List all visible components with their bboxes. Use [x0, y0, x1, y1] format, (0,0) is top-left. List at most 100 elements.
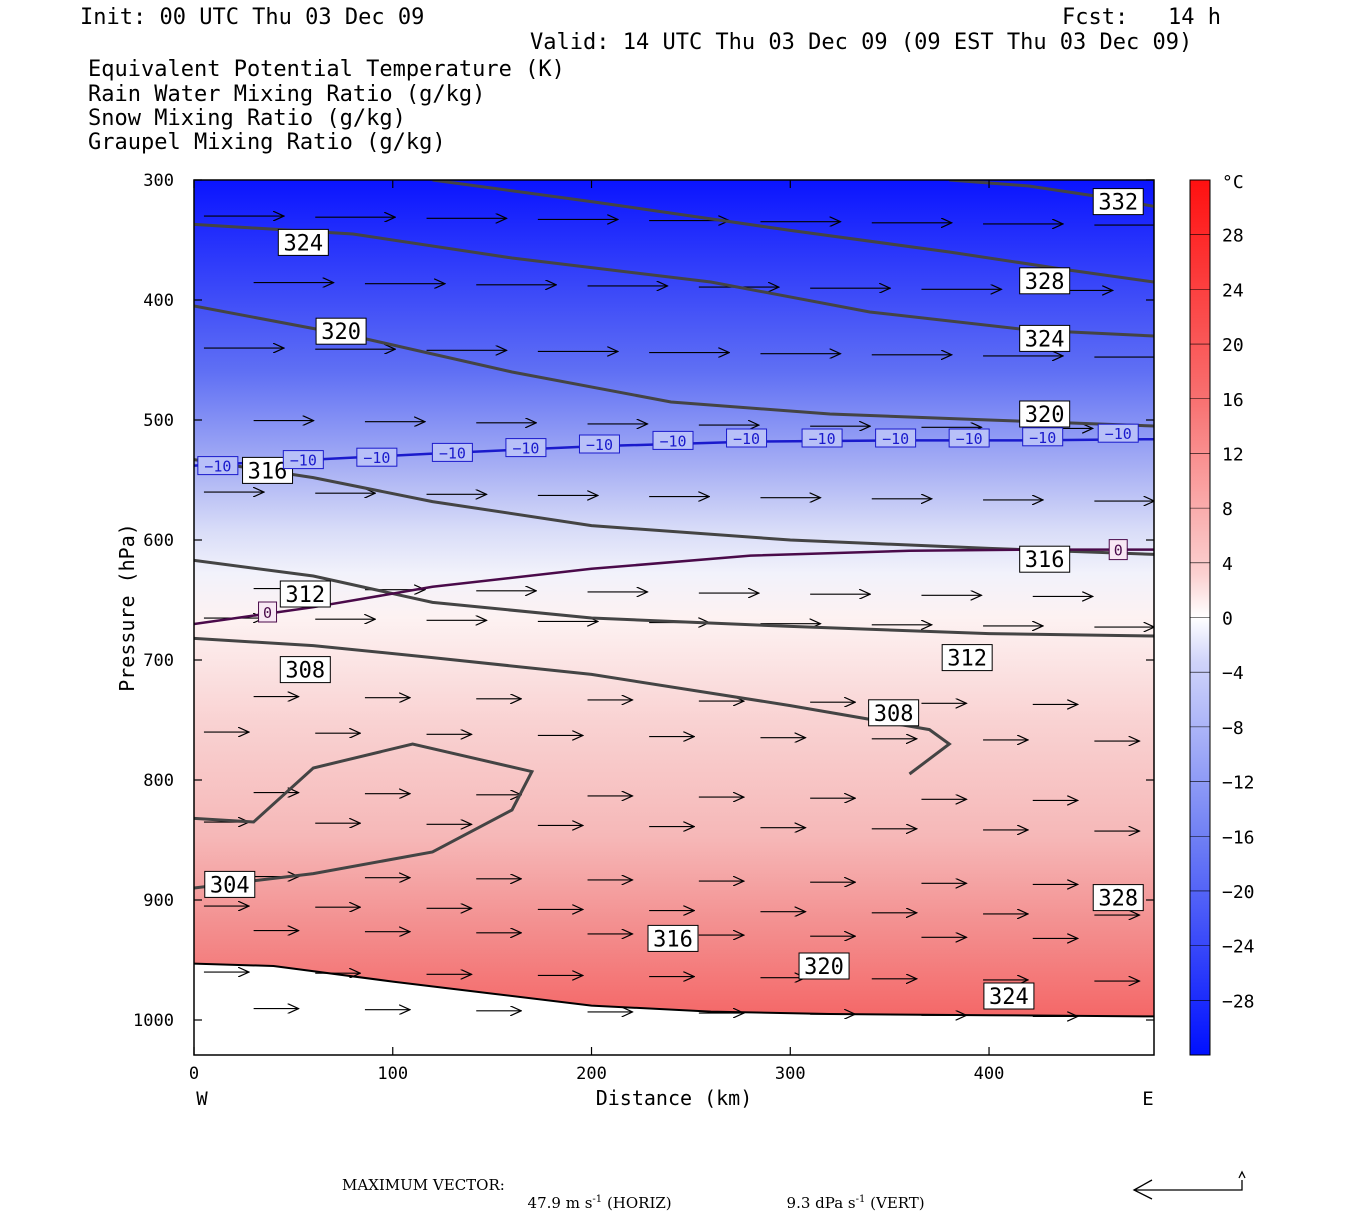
isotherm-0 — [194, 548, 1154, 626]
horiz-unit: (HORIZ) — [606, 1194, 672, 1212]
theta-e-label-box — [279, 656, 331, 684]
isotherm-label: −10 — [439, 444, 466, 462]
isotherm-label-box — [1108, 539, 1128, 561]
plot-frame — [193, 179, 1155, 1056]
x-end-label-east: E — [1142, 1088, 1153, 1110]
colorbar-tick-label: −4 — [1222, 663, 1244, 684]
colorbar-tick-label: 28 — [1222, 226, 1244, 247]
isotherm-label-box — [258, 601, 278, 623]
isotherm-label: −10 — [290, 452, 317, 470]
isotherm-label-box — [356, 447, 398, 467]
colorbar-tick-label: 20 — [1222, 335, 1244, 356]
colorbar-tick-label: 24 — [1222, 280, 1244, 301]
isotherm-label: 0 — [1114, 542, 1123, 560]
x-tick-label: 100 — [377, 1064, 408, 1084]
footer-vert: 9.3 dPa s-1 (VERT) — [777, 1176, 925, 1212]
y-tick-label: 300 — [143, 171, 174, 191]
isotherm-label-box — [197, 456, 239, 476]
init-time: Init: 00 UTC Thu 03 Dec 09 — [80, 5, 425, 30]
theta-e-label-box — [1019, 400, 1071, 428]
theta-e-label: 312 — [285, 583, 325, 608]
colorbar-tick-label: −16 — [1222, 827, 1255, 848]
x-axis-label: Distance (km) — [596, 1086, 753, 1110]
theta-e-label: 312 — [947, 647, 987, 672]
ground-line — [194, 962, 1154, 1018]
footer-horiz: 47.9 m s-1 (HORIZ) — [518, 1176, 672, 1212]
isotherm-label: 0 — [263, 604, 272, 622]
y-tick-label: 600 — [143, 531, 174, 551]
colorbar-tick-label: 8 — [1222, 499, 1233, 520]
isotherm-label-box — [801, 428, 843, 448]
theta-e-label-box — [279, 580, 331, 608]
isotherm-label: −10 — [809, 430, 836, 448]
theta-e-label: 316 — [248, 459, 288, 484]
colorbar-tick-label: 4 — [1222, 554, 1233, 575]
isotherm-label-box — [505, 438, 547, 458]
isotherm-label: −10 — [1029, 429, 1056, 447]
theta-e-label: 316 — [653, 927, 693, 952]
theta-e-label-box — [1019, 545, 1071, 573]
y-tick-label: 700 — [143, 651, 174, 671]
theta-e-label-box — [1092, 884, 1144, 912]
isotherm-label-box — [578, 434, 620, 454]
legend-theta-e: Equivalent Potential Temperature (K) — [88, 57, 565, 82]
y-tick-label: 400 — [143, 291, 174, 311]
colorbar-tick-label: −24 — [1222, 937, 1255, 958]
theta-e-label-box — [647, 924, 699, 952]
x-tick-label: 300 — [775, 1064, 806, 1084]
theta-e-contour-308 — [194, 636, 952, 776]
theta-e-label-box — [1092, 188, 1144, 216]
isotherm-label: −10 — [586, 436, 613, 454]
footer-max-vector-label: MAXIMUM VECTOR: — [342, 1176, 505, 1194]
isotherm-label-box — [1097, 423, 1139, 443]
theta-e-label: 332 — [1098, 191, 1138, 216]
theta-e-label: 324 — [283, 231, 323, 256]
isotherm-label: −10 — [1105, 425, 1132, 443]
theta-e-label-box — [1019, 324, 1071, 352]
theta-e-label-box — [983, 982, 1035, 1010]
x-end-label-west: W — [196, 1088, 208, 1110]
x-tick-label: 200 — [576, 1064, 607, 1084]
x-tick-label: 400 — [974, 1064, 1005, 1084]
isotherm-label: −10 — [956, 430, 983, 448]
valid-time: Valid: 14 UTC Thu 03 Dec 09 (09 EST Thu … — [530, 30, 1193, 55]
horiz-value: 47.9 m s — [527, 1194, 593, 1212]
theta-e-label: 320 — [804, 955, 844, 980]
theta-e-label: 308 — [874, 702, 914, 727]
theta-e-label: 308 — [285, 659, 325, 684]
theta-e-contour-304 — [194, 742, 535, 890]
theta-e-label: 320 — [1025, 403, 1065, 428]
isotherm-label: −10 — [659, 432, 686, 450]
colorbar-tick-label: 12 — [1222, 444, 1244, 465]
theta-e-label-box — [868, 699, 920, 727]
colorbar-tick-label: −8 — [1222, 718, 1244, 739]
colorbar-tick-label: −12 — [1222, 773, 1255, 794]
theta-e-label-box — [798, 952, 850, 980]
y-axis-label: Pressure (hPa) — [115, 523, 139, 692]
legend-graupel: Graupel Mixing Ratio (g/kg) — [88, 130, 446, 155]
colorbar-tick-label: −20 — [1222, 882, 1255, 903]
theta-e-label-box — [277, 228, 329, 256]
temperature-shading — [194, 180, 1154, 1055]
theta-e-label: 316 — [1025, 548, 1065, 573]
theta-e-label: 328 — [1025, 270, 1065, 295]
ground-mask — [194, 963, 1154, 1055]
isotherm-label-box — [726, 428, 768, 448]
isotherm-label: −10 — [204, 458, 231, 476]
vert-value: 9.3 dPa s — [786, 1194, 856, 1212]
isotherm-label: −10 — [363, 449, 390, 467]
x-tick-label: 0 — [189, 1064, 199, 1084]
colorbar-unit: °C — [1222, 172, 1244, 193]
theta-e-label: 328 — [1098, 887, 1138, 912]
max-vector-arrow — [1132, 1170, 1246, 1200]
theta-e-label: 320 — [321, 320, 361, 345]
legend-rain: Rain Water Mixing Ratio (g/kg) — [88, 82, 486, 107]
y-tick-label: 900 — [143, 891, 174, 911]
y-tick-label: 500 — [143, 411, 174, 431]
y-tick-label: 1000 — [133, 1011, 174, 1031]
theta-e-contour-312 — [194, 558, 1154, 638]
vert-unit: (VERT) — [870, 1194, 925, 1212]
forecast-label: Fcst: — [1062, 5, 1129, 30]
isotherm-label-box — [875, 428, 917, 448]
